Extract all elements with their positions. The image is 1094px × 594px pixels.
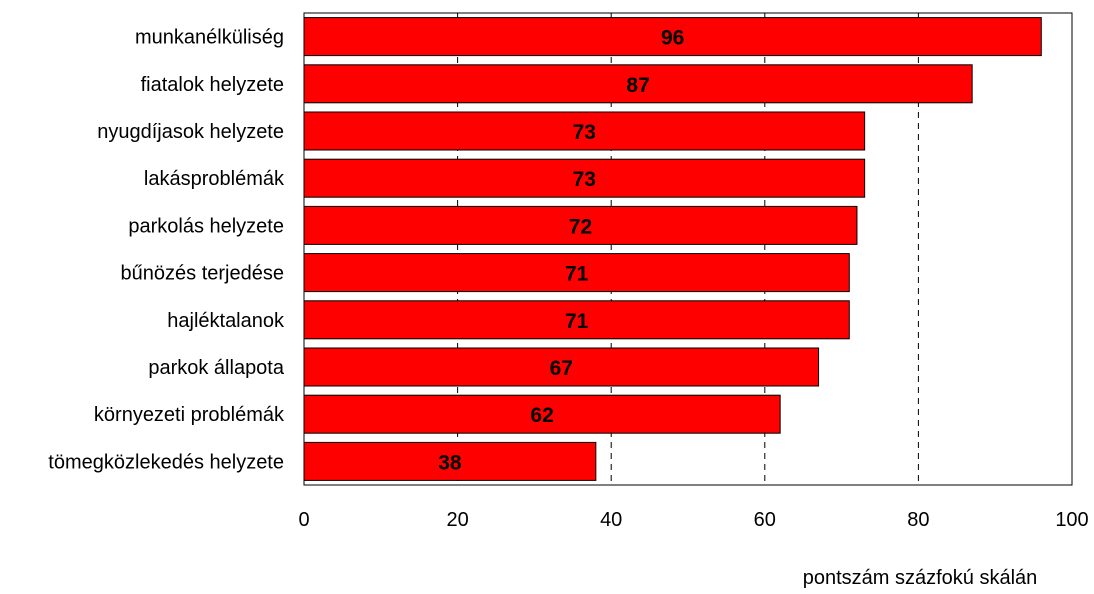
x-tick-label: 40 [600, 509, 622, 531]
category-labels: munkanélküliség fiatalok helyzete nyugdíja… [48, 27, 285, 474]
bar [303, 347, 820, 387]
bar-value-label: 71 [565, 263, 589, 286]
bar [303, 64, 973, 104]
category-label: nyugdíjasok helyzete [97, 121, 284, 143]
category-label: munkanélküliség [135, 27, 284, 49]
bar-value-label: 67 [550, 357, 573, 380]
bar-value-label: 87 [626, 74, 649, 97]
category-label: tömegközlekedés helyzete [48, 451, 284, 473]
bar-value-label: 62 [530, 404, 553, 427]
bars [303, 17, 1042, 481]
bar [303, 17, 1042, 57]
bar-value-label: 71 [565, 310, 589, 333]
x-tick-label: 60 [754, 509, 776, 531]
x-tick-label: 80 [907, 509, 929, 531]
bar-value-label: 96 [661, 27, 684, 50]
category-label: parkolás helyzete [128, 215, 284, 237]
x-tick-label: 20 [446, 509, 468, 531]
plot-frame [303, 12, 1073, 486]
category-label: lakásproblémák [144, 168, 285, 190]
x-axis-title: pontszám százfokú skálán [803, 567, 1038, 589]
category-label: bűnözés terjedése [121, 263, 284, 285]
x-tick-label: 0 [298, 509, 309, 531]
x-tick-label: 100 [1055, 509, 1088, 531]
bar [303, 441, 597, 481]
x-tick-labels: 0 20 40 60 80 100 [298, 509, 1088, 531]
bar [303, 394, 781, 434]
category-label: környezeti problémák [94, 404, 285, 426]
bar [303, 300, 850, 340]
value-labels: 96 87 73 73 72 71 71 67 62 38 [438, 27, 684, 475]
category-label: fiatalok helyzete [141, 74, 284, 96]
category-label: parkok állapota [148, 357, 285, 379]
bar-value-label: 73 [573, 168, 596, 191]
bar-value-label: 38 [438, 451, 462, 474]
category-label: hajléktalanok [167, 310, 285, 332]
bar-value-label: 72 [569, 215, 592, 238]
bar-value-label: 73 [573, 121, 596, 144]
